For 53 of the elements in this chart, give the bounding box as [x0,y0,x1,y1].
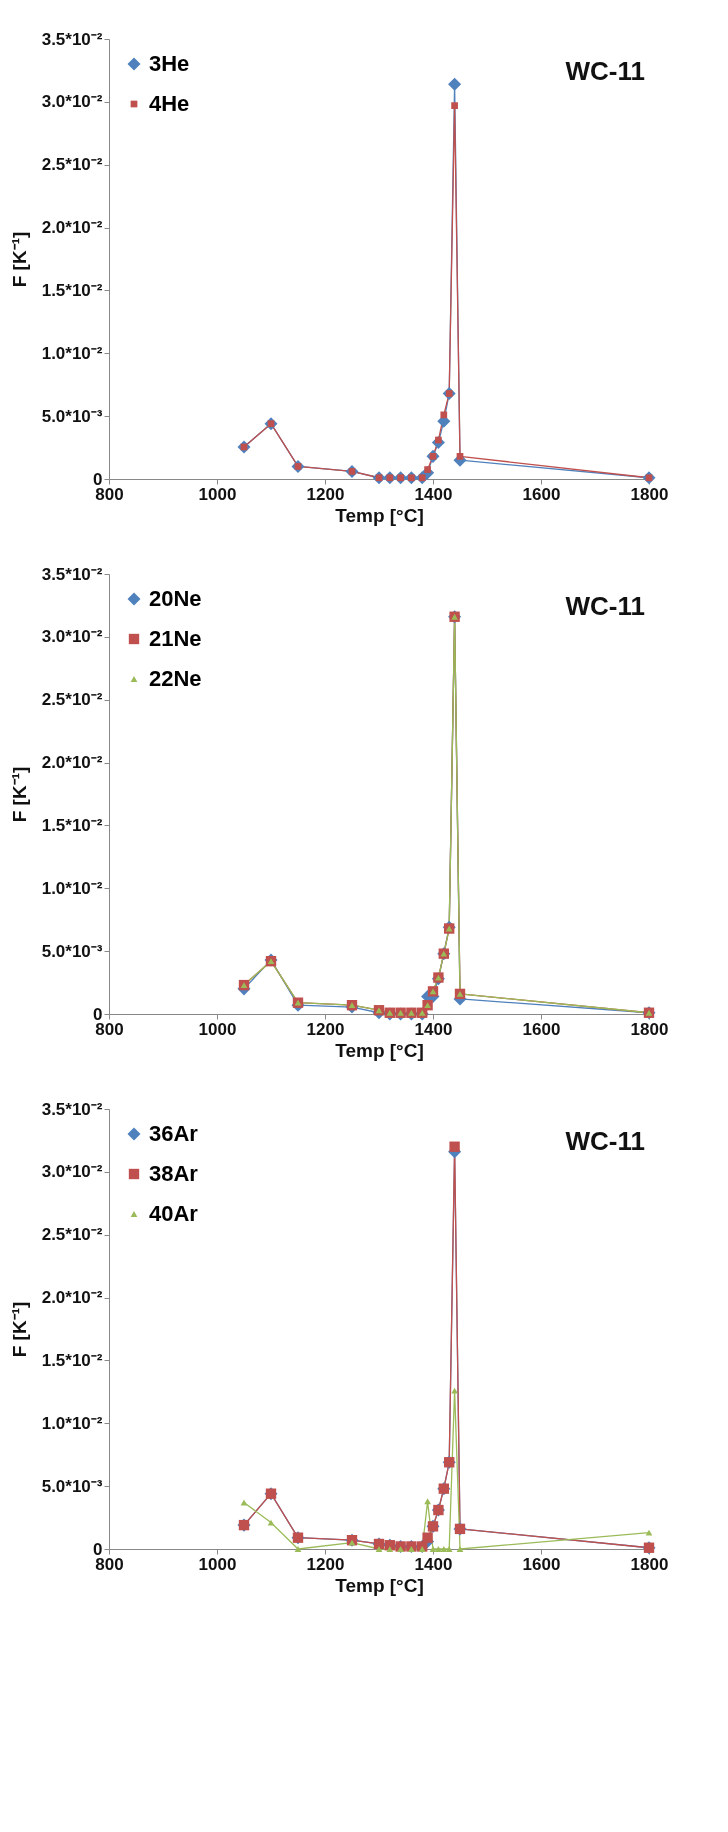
x-tick-label: 1600 [522,484,561,504]
y-tick-label: 1.5*10⁻² [41,815,103,835]
x-axis-title: Temp [°C] [335,1574,424,1596]
y-tick-label: 2.5*10⁻² [41,1225,103,1245]
y-tick-label: 2.5*10⁻² [41,690,103,710]
annotation: WC-11 [565,591,645,621]
x-tick-label: 1000 [198,1554,237,1574]
y-tick-label: 2.0*10⁻² [41,1288,103,1308]
y-tick-label: 2.5*10⁻² [41,155,103,175]
y-tick-label: 1.5*10⁻² [41,280,103,300]
y-tick-label: 5.0*10⁻³ [41,406,103,426]
x-tick-label: 1000 [198,1019,237,1039]
x-tick-label: 1800 [630,1019,669,1039]
y-tick-label: 2.0*10⁻² [41,753,103,773]
x-axis-title: Temp [°C] [335,504,424,526]
legend-label: 4He [149,91,190,116]
y-tick-label: 1.0*10⁻² [41,878,103,898]
legend-label: 22Ne [149,666,202,691]
x-tick-label: 1400 [414,1554,453,1574]
legend-label: 3He [149,51,190,76]
y-tick-label: 3.0*10⁻² [41,1162,103,1182]
y-tick-label: 3.5*10⁻² [41,29,103,49]
y-tick-label: 3.5*10⁻² [41,1099,103,1119]
x-tick-label: 1200 [306,1019,345,1039]
y-tick-label: 3.5*10⁻² [41,564,103,584]
y-tick-label: 1.0*10⁻² [41,1413,103,1433]
legend-label: 38Ar [149,1161,199,1186]
y-tick-label: 5.0*10⁻³ [41,1476,103,1496]
y-axis-title: F [K⁻¹] [8,766,30,823]
annotation: WC-11 [565,1126,645,1156]
x-tick-label: 1600 [522,1019,561,1039]
legend-label: 36Ar [149,1121,199,1146]
legend-label: 21Ne [149,626,202,651]
annotation: WC-11 [565,56,645,86]
y-axis-title: F [K⁻¹] [8,231,30,288]
y-tick-label: 1.0*10⁻² [41,343,103,363]
y-tick-label: 3.0*10⁻² [41,627,103,647]
x-tick-label: 1200 [306,484,345,504]
x-tick-label: 1600 [522,1554,561,1574]
x-tick-label: 1800 [630,484,669,504]
y-tick-label: 5.0*10⁻³ [41,941,103,961]
x-tick-label: 1000 [198,484,237,504]
x-tick-label: 1200 [306,1554,345,1574]
x-tick-label: 1800 [630,1554,669,1574]
y-tick-label: 1.5*10⁻² [41,1350,103,1370]
x-tick-label: 1400 [414,1019,453,1039]
x-axis-title: Temp [°C] [335,1039,424,1061]
legend-label: 20Ne [149,586,202,611]
y-axis-title: F [K⁻¹] [8,1301,30,1358]
y-tick-label: 2.0*10⁻² [41,218,103,238]
y-tick-label: 3.0*10⁻² [41,92,103,112]
x-tick-label: 1400 [414,484,453,504]
legend-label: 40Ar [149,1201,199,1226]
